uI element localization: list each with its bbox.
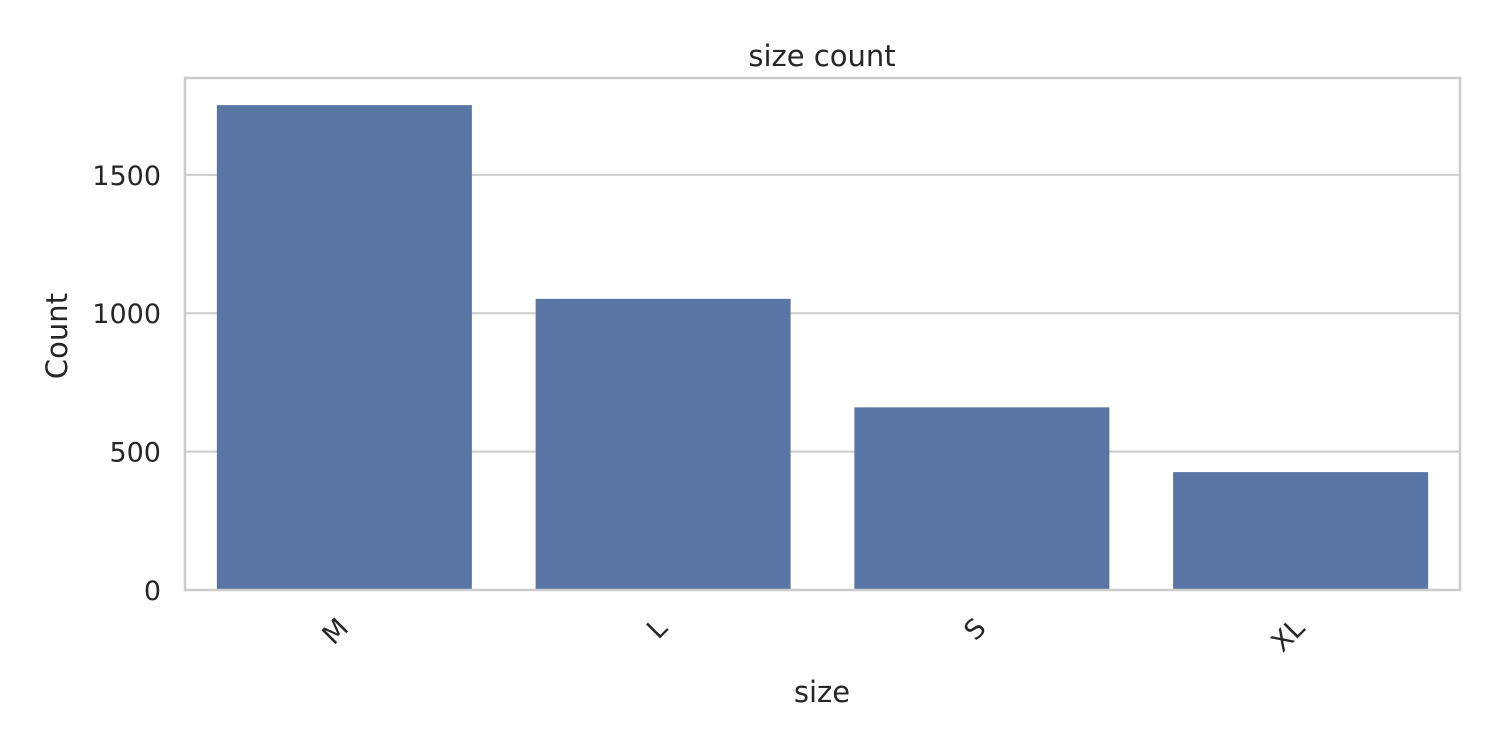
x-tick-label: XL — [1266, 613, 1312, 659]
x-tick-label: S — [958, 613, 992, 647]
x-tick-labels: M L S XL — [317, 613, 1312, 659]
bar-xl — [1173, 472, 1429, 590]
plot-frame — [183, 76, 1462, 592]
y-tick-label: 1500 — [92, 161, 161, 192]
bar-l — [535, 298, 791, 590]
y-axis-label: Count — [40, 293, 74, 379]
y-tick-label: 1000 — [92, 299, 161, 330]
y-tick-label: 500 — [109, 438, 161, 469]
bars — [216, 105, 1429, 590]
x-tick-label: M — [317, 613, 355, 651]
bar-m — [216, 105, 472, 590]
bar-s — [854, 407, 1110, 590]
y-tick-labels: 0 500 1000 1500 — [92, 161, 161, 607]
x-axis-label: size — [794, 675, 850, 709]
chart-title: size count — [748, 39, 895, 73]
x-tick-label: L — [641, 613, 674, 646]
y-tick-label: 0 — [144, 576, 161, 607]
